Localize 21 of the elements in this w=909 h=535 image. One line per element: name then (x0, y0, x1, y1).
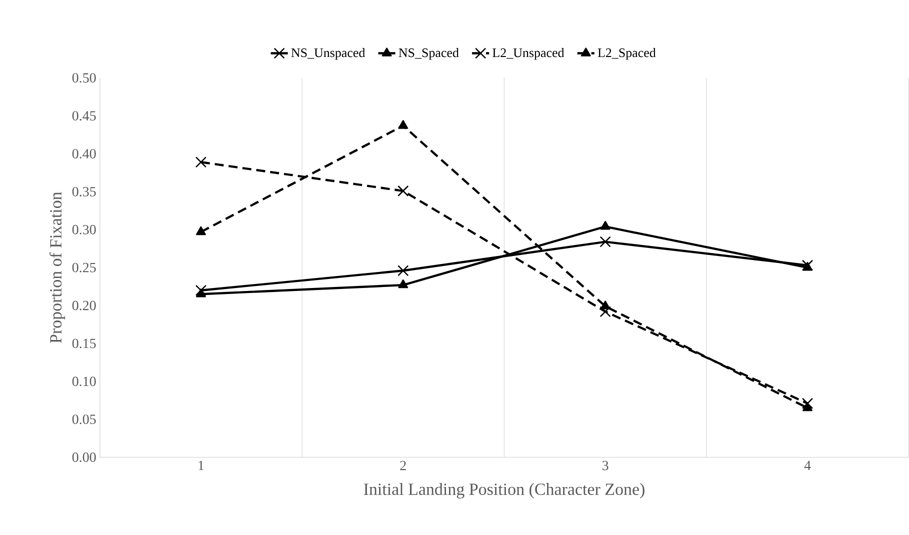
y-tick-label: 0.25 (72, 262, 96, 272)
x-axis-title: Initial Landing Position (Character Zone) (364, 482, 644, 498)
x-tick-label: 2 (400, 460, 406, 470)
y-axis-title: Proportion of Fixation (49, 192, 66, 343)
x-tick-label: 1 (198, 460, 204, 470)
y-tick-label: 0.20 (72, 300, 96, 310)
y-tick-label: 0.50 (72, 73, 96, 83)
legend-label: NS_Spaced (398, 48, 459, 60)
y-tick-label: 0.40 (72, 148, 96, 158)
legend-label: NS_Unspaced (291, 48, 366, 60)
y-tick-label: 0.30 (72, 224, 96, 234)
y-tick-label: 0.35 (72, 186, 96, 196)
y-tick-label: 0.10 (72, 376, 96, 386)
y-tick-label: 0.00 (72, 452, 96, 462)
legend-label: L2_Unspaced (492, 48, 564, 60)
x-tick-label: 4 (804, 460, 811, 470)
y-tick-label: 0.15 (72, 338, 96, 348)
legend-label: L2_Spaced (598, 48, 656, 60)
y-tick-label: 0.45 (72, 110, 96, 120)
y-tick-label: 0.05 (72, 414, 96, 424)
x-tick-label: 3 (602, 460, 608, 470)
